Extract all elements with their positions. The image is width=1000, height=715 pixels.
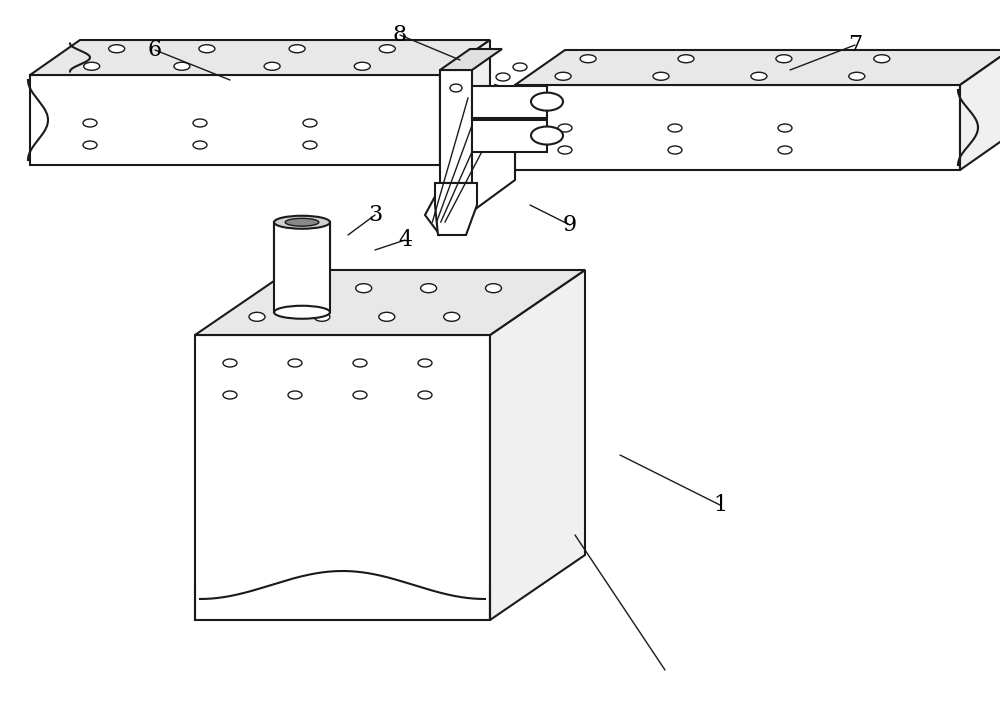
Ellipse shape bbox=[356, 284, 372, 292]
Ellipse shape bbox=[353, 391, 367, 399]
Text: 4: 4 bbox=[398, 229, 412, 251]
Ellipse shape bbox=[274, 306, 330, 319]
Polygon shape bbox=[435, 183, 477, 235]
Ellipse shape bbox=[83, 119, 97, 127]
Ellipse shape bbox=[289, 45, 305, 53]
Ellipse shape bbox=[83, 141, 97, 149]
Ellipse shape bbox=[353, 359, 367, 367]
Ellipse shape bbox=[751, 72, 767, 80]
Ellipse shape bbox=[84, 62, 100, 70]
Text: 9: 9 bbox=[563, 214, 577, 236]
Ellipse shape bbox=[288, 391, 302, 399]
Ellipse shape bbox=[531, 127, 563, 144]
Polygon shape bbox=[490, 270, 585, 620]
Polygon shape bbox=[425, 85, 515, 235]
Ellipse shape bbox=[274, 216, 330, 229]
Text: 6: 6 bbox=[148, 39, 162, 61]
Ellipse shape bbox=[558, 124, 572, 132]
Ellipse shape bbox=[580, 55, 596, 63]
Ellipse shape bbox=[418, 359, 432, 367]
Text: 1: 1 bbox=[713, 494, 727, 516]
Text: 7: 7 bbox=[848, 34, 862, 56]
Text: 3: 3 bbox=[368, 204, 382, 226]
Ellipse shape bbox=[223, 359, 237, 367]
Ellipse shape bbox=[653, 72, 669, 80]
Polygon shape bbox=[515, 50, 1000, 85]
Ellipse shape bbox=[421, 284, 437, 292]
Ellipse shape bbox=[174, 62, 190, 70]
Ellipse shape bbox=[379, 45, 395, 53]
Polygon shape bbox=[30, 75, 440, 165]
Polygon shape bbox=[440, 70, 472, 183]
Polygon shape bbox=[440, 40, 490, 165]
Ellipse shape bbox=[496, 73, 510, 81]
Ellipse shape bbox=[291, 284, 307, 292]
Ellipse shape bbox=[849, 72, 865, 80]
Polygon shape bbox=[472, 86, 547, 118]
Ellipse shape bbox=[668, 124, 682, 132]
Ellipse shape bbox=[555, 72, 571, 80]
Ellipse shape bbox=[678, 55, 694, 63]
Ellipse shape bbox=[223, 391, 237, 399]
Ellipse shape bbox=[874, 55, 890, 63]
Ellipse shape bbox=[776, 55, 792, 63]
Polygon shape bbox=[472, 119, 547, 152]
Ellipse shape bbox=[285, 218, 319, 226]
Ellipse shape bbox=[303, 141, 317, 149]
Polygon shape bbox=[440, 49, 502, 70]
Ellipse shape bbox=[418, 391, 432, 399]
Polygon shape bbox=[30, 40, 490, 75]
Ellipse shape bbox=[379, 312, 395, 321]
Ellipse shape bbox=[193, 119, 207, 127]
Ellipse shape bbox=[450, 84, 462, 92]
Ellipse shape bbox=[778, 124, 792, 132]
Ellipse shape bbox=[444, 312, 460, 321]
Ellipse shape bbox=[778, 146, 792, 154]
Ellipse shape bbox=[558, 146, 572, 154]
Polygon shape bbox=[195, 335, 490, 620]
Polygon shape bbox=[195, 270, 585, 335]
Polygon shape bbox=[274, 222, 330, 312]
Polygon shape bbox=[960, 50, 1000, 170]
Ellipse shape bbox=[264, 62, 280, 70]
Polygon shape bbox=[515, 85, 960, 170]
Ellipse shape bbox=[314, 312, 330, 321]
Ellipse shape bbox=[531, 93, 563, 111]
Ellipse shape bbox=[288, 359, 302, 367]
Ellipse shape bbox=[354, 62, 370, 70]
Ellipse shape bbox=[193, 141, 207, 149]
Ellipse shape bbox=[486, 284, 502, 292]
Ellipse shape bbox=[513, 63, 527, 71]
Ellipse shape bbox=[109, 45, 125, 53]
Ellipse shape bbox=[199, 45, 215, 53]
Ellipse shape bbox=[668, 146, 682, 154]
Ellipse shape bbox=[249, 312, 265, 321]
Text: 8: 8 bbox=[393, 24, 407, 46]
Ellipse shape bbox=[303, 119, 317, 127]
